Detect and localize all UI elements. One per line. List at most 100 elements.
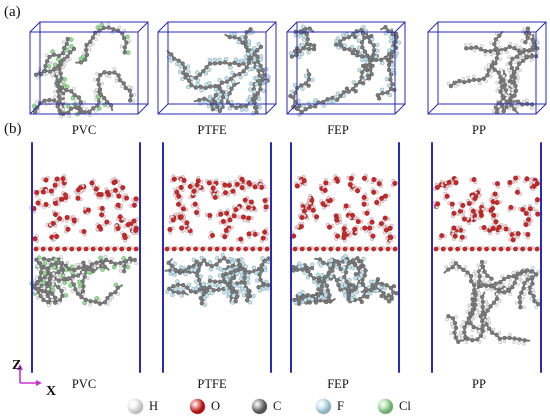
panel-b-ptfe-interface-o-atom bbox=[185, 246, 191, 252]
legend-item-cl: Cl bbox=[378, 396, 411, 416]
panel-a-pvc-substituent-atom bbox=[67, 114, 71, 118]
panel-b-pp-interface-o-atom bbox=[520, 246, 526, 252]
panel-b-pp-carbon-atom bbox=[463, 335, 468, 340]
panel-b-ptfe-water-o-atom bbox=[222, 234, 228, 240]
panel-b-fep-water-o-atom bbox=[387, 234, 393, 240]
panel-a-pvc-substituent-atom bbox=[62, 63, 67, 67]
panel-b-pp-interface-o-atom bbox=[505, 246, 511, 252]
panel-b-pp-water-o-atom bbox=[446, 179, 452, 185]
panel-b-fep-carbon-atom bbox=[309, 265, 315, 271]
panel-b-pvc-interface-o-atom bbox=[69, 246, 75, 252]
panel-b-pvc-water-o-atom bbox=[96, 191, 102, 198]
panel-b-fep-water-o-atom bbox=[291, 233, 297, 239]
panel-b-ptfe-interface-o-atom bbox=[250, 246, 256, 252]
panel-b-pp-water-o-atom bbox=[451, 225, 457, 231]
panel-a-label-ptfe: PTFE bbox=[197, 123, 227, 137]
panel-b-ptfe-water-o-atom bbox=[262, 197, 268, 204]
panel-a-pp-substituent-atom bbox=[506, 94, 511, 98]
panel-b-pp-interface-o-atom bbox=[455, 246, 461, 252]
panel-b-pp-water-o-atom bbox=[488, 208, 494, 214]
panel-b-pp-substituent-atom bbox=[484, 305, 488, 310]
panel-a-pvc-substituent-atom bbox=[94, 88, 99, 92]
panel-b-pp-water-o-atom bbox=[461, 216, 468, 222]
panel-a-pp-substituent-atom bbox=[514, 43, 518, 48]
panel-b-pvc-water-o-atom bbox=[52, 182, 58, 188]
panel-b-pp-substituent-atom bbox=[511, 270, 516, 275]
panel-b-pp-carbon-atom bbox=[518, 305, 523, 310]
panel-a-pp-substituent-atom bbox=[516, 76, 520, 80]
panel-b-fep-interface-o-atom bbox=[328, 246, 334, 252]
panel-b-ptfe-water-o-atom bbox=[263, 204, 269, 210]
panel-a-fep-carbon-atom bbox=[333, 42, 339, 47]
panel-a-ptfe-substituent-atom bbox=[243, 71, 248, 77]
panel-b-ptfe-water-o-atom bbox=[220, 218, 227, 225]
panel-b-pp-interface-o-atom bbox=[491, 246, 497, 252]
panel-b-pp-substituent-atom bbox=[514, 300, 519, 305]
panel-a-ptfe-substituent-atom bbox=[203, 71, 209, 76]
panel-b-pp-interface-o-atom bbox=[484, 246, 490, 252]
panel-b-fep-water-o-atom bbox=[301, 208, 308, 214]
panel-b-pvc-water-o-atom bbox=[131, 202, 138, 208]
panel-b-fep-water-o-atom bbox=[327, 197, 334, 204]
panel-a-ptfe-substituent-atom bbox=[254, 75, 260, 81]
panel-b-ptfe-water-o-atom bbox=[222, 190, 229, 196]
panel-b-pvc-water-o-atom bbox=[52, 212, 59, 218]
panel-a-pvc-substituent-atom bbox=[114, 79, 119, 83]
panel-a-fep-substituent-atom bbox=[353, 88, 358, 94]
panel-a-pp-carbon-atom bbox=[464, 46, 469, 51]
panel-b-pvc-water-o-atom bbox=[99, 205, 105, 212]
panel-b-fep-interface-o-atom bbox=[385, 246, 391, 252]
panel-b-pvc-carbon-atom bbox=[41, 256, 47, 261]
panel-b-pvc-water-o-atom bbox=[117, 214, 123, 220]
panel-b-pp-interface-o-atom bbox=[534, 246, 540, 252]
panel-b-pp-interface-o-atom bbox=[476, 246, 482, 252]
panel-b-pvc-water-o-atom bbox=[43, 201, 49, 208]
panel-a-pp-substituent-atom bbox=[510, 88, 515, 92]
panel-b-pvc-water-o-atom bbox=[50, 220, 57, 227]
panel-b-pvc-interface-o-atom bbox=[47, 246, 53, 252]
panel-a-pvc-substituent-atom bbox=[87, 47, 92, 52]
panel-a-ptfe-substituent-atom bbox=[246, 98, 251, 103]
panel-a-pvc-substituent-atom bbox=[72, 87, 76, 91]
panel-a-pp-substituent-atom bbox=[508, 71, 513, 75]
panel-b-pp-water-o-atom bbox=[444, 193, 450, 199]
panel-b-fep-water-o-atom bbox=[333, 213, 339, 219]
panel-a-pvc-substituent-atom bbox=[99, 98, 104, 102]
panel-a-pvc-substituent-atom bbox=[59, 105, 63, 110]
legend-swatch-f bbox=[316, 398, 331, 414]
panel-b-pp-interface-o-atom bbox=[462, 246, 468, 252]
panel-b-ptfe-water-o-atom bbox=[175, 201, 182, 207]
panel-b-pvc-interface-o-atom bbox=[133, 246, 139, 252]
panel-b-fep-water-o-atom bbox=[341, 235, 347, 241]
panel-b-pvc-substituent-atom bbox=[56, 275, 60, 280]
panel-a-pp-substituent-atom bbox=[496, 40, 501, 44]
panel-b-ptfe-water-o-atom bbox=[179, 225, 185, 231]
panel-a-pp-box-back bbox=[437, 21, 547, 105]
panel-b-pp-substituent-atom bbox=[477, 329, 482, 334]
panel-a-pvc-substituent-atom bbox=[93, 109, 98, 113]
panel-b-pvc-interface-o-atom bbox=[119, 246, 125, 252]
panel-b-fep-water-o-atom bbox=[378, 221, 385, 227]
panel-b-pp-water-o-atom bbox=[439, 233, 445, 239]
panel-b-pp-substituent-atom bbox=[484, 299, 489, 304]
panel-b-fep-water-o-atom bbox=[382, 193, 389, 199]
panel-b-ptfe-water-o-atom bbox=[238, 236, 244, 242]
panel-b-ptfe-water-o-atom bbox=[180, 206, 187, 212]
panel-b-fep-interface-o-atom bbox=[321, 246, 327, 252]
panel-a-pp-substituent-atom bbox=[468, 42, 473, 47]
panel-b-pp-water-o-atom bbox=[451, 210, 457, 216]
panel-a-pp-box-edge bbox=[427, 21, 439, 33]
panel-a-pvc-substituent-atom bbox=[81, 51, 86, 56]
panel-b-pvc-water-o-atom bbox=[48, 188, 55, 194]
panel-b-pp-substituent-atom bbox=[449, 321, 454, 326]
panel-b-ptfe-water-o-atom bbox=[245, 204, 252, 211]
panel-b-fep-water-o-atom bbox=[382, 215, 388, 221]
panel-a-ptfe-substituent-atom bbox=[230, 79, 236, 84]
panel-b-ptfe-water-o-atom bbox=[206, 180, 212, 186]
legend-label-cl: Cl bbox=[399, 398, 411, 413]
panel-a-pvc-substituent-atom bbox=[94, 37, 98, 42]
panel-b-fep-interface-o-atom bbox=[378, 246, 384, 252]
panel-b-pvc-water-o-atom bbox=[104, 219, 110, 225]
panel-a-pp-substituent-atom bbox=[507, 82, 512, 87]
panel-b-ptfe-water-o-atom bbox=[247, 181, 253, 187]
